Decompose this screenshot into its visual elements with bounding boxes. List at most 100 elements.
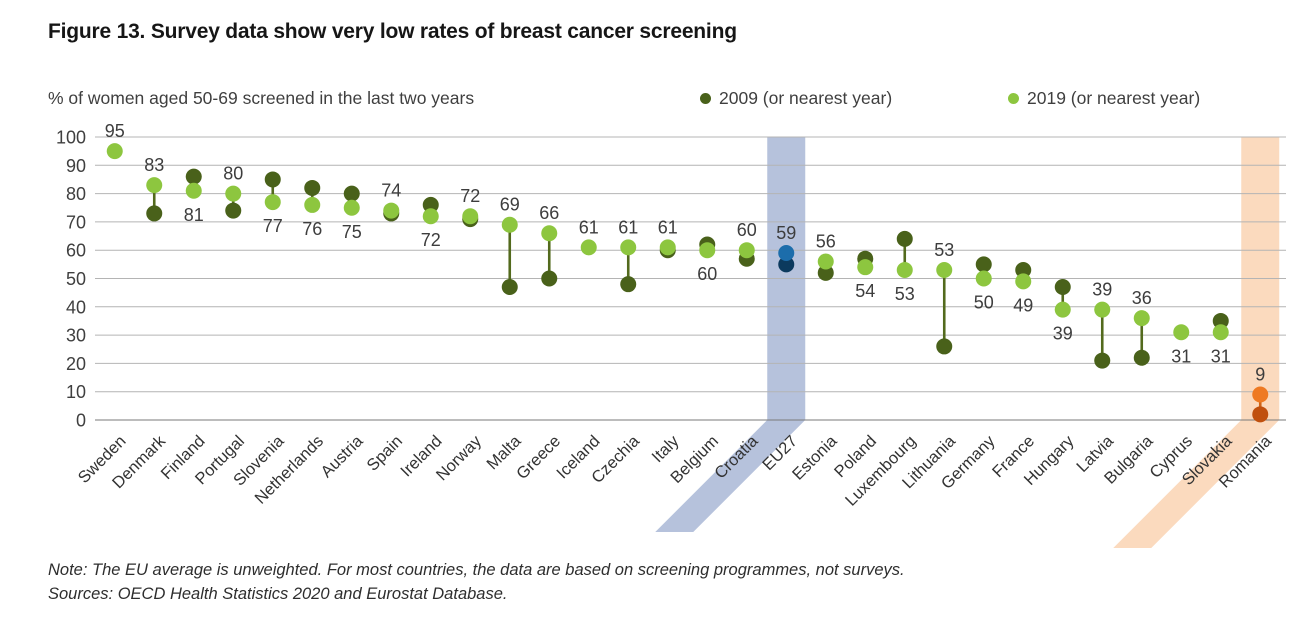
country-group-italy: 61 Italy	[648, 217, 683, 466]
dot-2019-luxembourg	[896, 262, 913, 279]
figure-sources: Sources: OECD Health Statistics 2020 and…	[48, 585, 508, 603]
value-label-estonia: 56	[816, 232, 836, 252]
dot-2009-finland	[185, 168, 202, 185]
y-tick-label: 90	[66, 156, 86, 176]
value-label-sweden: 95	[105, 121, 125, 141]
value-label-austria: 75	[342, 222, 362, 242]
x-category-label-italy: Italy	[648, 432, 683, 467]
gridlines: 0 10 20 30 40 50 60 70 80 90 100	[56, 128, 1286, 431]
legend-item-2019: 2019 (or nearest year)	[1008, 88, 1200, 109]
dot-2019-sweden	[106, 143, 123, 160]
legend-2019-label: 2019 (or nearest year)	[1027, 88, 1201, 108]
value-label-romania: 9	[1255, 365, 1265, 385]
dot-2009-luxembourg	[896, 230, 913, 247]
legend-2019-dot-icon	[1008, 93, 1019, 104]
value-label-slovenia: 77	[263, 216, 283, 236]
dot-2019-france	[1015, 273, 1032, 290]
dot-2009-netherlands	[304, 179, 321, 196]
dot-2009-bulgaria	[1133, 349, 1150, 366]
y-tick-label: 100	[56, 128, 86, 148]
legend-2009-label: 2009 (or nearest year)	[719, 88, 893, 108]
value-label-france: 49	[1013, 295, 1033, 315]
y-tick-label: 40	[66, 297, 86, 317]
dot-2009-slovenia	[264, 171, 281, 188]
dot-2019-portugal	[225, 185, 242, 202]
value-label-lithuania: 53	[934, 240, 954, 260]
value-label-slovakia: 31	[1211, 346, 1231, 366]
legend-2009-dot-icon	[700, 93, 711, 104]
dot-2019-greece	[541, 225, 558, 242]
dot-2019-finland	[185, 182, 202, 199]
dot-2019-spain	[383, 202, 400, 219]
dot-2019-iceland	[580, 239, 597, 256]
country-group-austria: 75 Austria	[318, 185, 368, 482]
x-category-label-austria: Austria	[318, 432, 368, 482]
dot-2019-eu27	[778, 245, 795, 262]
dot-2009-austria	[343, 185, 360, 202]
dot-2019-slovenia	[264, 194, 281, 211]
value-label-netherlands: 76	[302, 219, 322, 239]
value-label-poland: 54	[855, 281, 875, 301]
dot-2009-greece	[541, 270, 558, 287]
value-label-greece: 66	[539, 203, 559, 223]
dot-2019-denmark	[146, 177, 163, 194]
value-label-bulgaria: 36	[1132, 288, 1152, 308]
dot-2009-latvia	[1094, 352, 1111, 369]
y-tick-label: 10	[66, 382, 86, 402]
dot-2019-croatia	[738, 242, 755, 259]
value-label-spain: 74	[381, 181, 401, 201]
y-tick-label: 60	[66, 241, 86, 261]
value-label-denmark: 83	[144, 155, 164, 175]
dot-2019-norway	[462, 208, 479, 225]
x-category-label-norway: Norway	[433, 432, 486, 485]
y-axis-unit-label: % of women aged 50-69 screened in the la…	[48, 88, 475, 108]
dot-2019-poland	[857, 259, 874, 276]
x-category-label-estonia: Estonia	[789, 432, 841, 484]
value-label-czechia: 61	[618, 217, 638, 237]
value-label-croatia: 60	[737, 220, 757, 240]
dot-2019-cyprus	[1173, 324, 1190, 341]
dot-2019-austria	[343, 199, 360, 216]
dot-2019-latvia	[1094, 301, 1111, 318]
y-tick-label: 0	[76, 411, 86, 431]
y-tick-label: 20	[66, 354, 86, 374]
value-label-cyprus: 31	[1171, 346, 1191, 366]
dot-2009-ireland	[422, 196, 439, 213]
dot-2009-france	[1015, 262, 1032, 279]
value-label-luxembourg: 53	[895, 284, 915, 304]
value-label-hungary: 39	[1053, 324, 1073, 344]
dot-2019-ireland	[422, 208, 439, 225]
dot-2009-romania	[1252, 406, 1269, 423]
value-label-italy: 61	[658, 217, 678, 237]
dot-2009-hungary	[1054, 278, 1071, 295]
dot-2019-czechia	[620, 239, 637, 256]
dot-2019-hungary	[1054, 301, 1071, 318]
dot-2009-slovakia	[1212, 312, 1229, 329]
legend-item-2009: 2009 (or nearest year)	[700, 88, 892, 109]
dot-2019-romania	[1252, 386, 1269, 403]
dot-2009-lithuania	[936, 338, 953, 355]
y-tick-label: 50	[66, 269, 86, 289]
dot-2019-netherlands	[304, 196, 321, 213]
value-label-malta: 69	[500, 195, 520, 215]
value-label-norway: 72	[460, 186, 480, 206]
dot-2019-estonia	[817, 253, 834, 270]
figure-note: Note: The EU average is unweighted. For …	[48, 561, 905, 579]
value-label-finland: 81	[184, 205, 204, 225]
value-label-iceland: 61	[579, 217, 599, 237]
value-label-latvia: 39	[1092, 280, 1112, 300]
value-label-eu27: 59	[776, 223, 796, 243]
dot-2009-malta	[501, 278, 518, 295]
dot-2009-denmark	[146, 205, 163, 222]
y-tick-label: 70	[66, 212, 86, 232]
